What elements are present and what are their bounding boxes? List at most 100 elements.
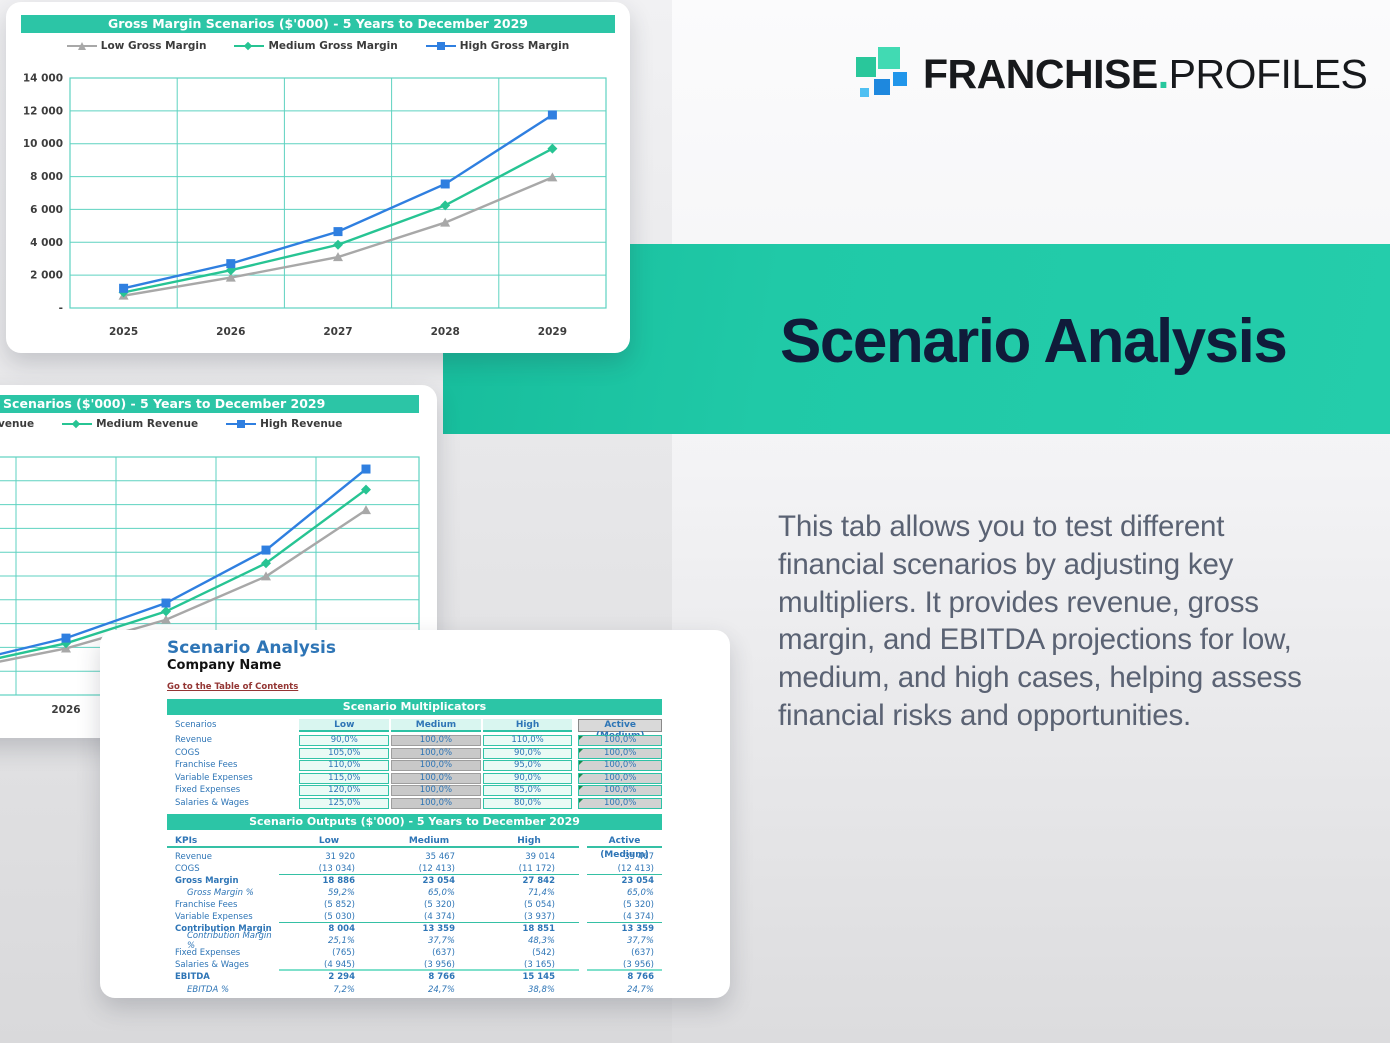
multiplier-cell-low[interactable]: 110,0% <box>299 760 390 771</box>
multiplier-cell-low[interactable]: 115,0% <box>299 772 390 784</box>
output-cell-high: 48,3% <box>527 936 555 947</box>
multiplicator-row: Revenue 90,0% 100,0% 110,0% 100,0% <box>167 735 662 746</box>
legend-label: High Gross Margin <box>459 40 570 52</box>
marker-diamond <box>161 606 171 617</box>
row-label: Fixed Expenses <box>175 785 241 795</box>
marker-triangle <box>440 217 451 227</box>
multiplicator-row: Franchise Fees 110,0% 100,0% 95,0% 100,0% <box>167 760 662 771</box>
marker-triangle <box>361 505 371 515</box>
kpi-label: EBITDA % <box>187 984 230 995</box>
active-multiplier-cell[interactable]: 100,0% <box>578 747 662 759</box>
legend-marker-triangle-icon <box>66 41 97 51</box>
output-row: Gross Margin % 59,2% 65,0% 71,4% 65,0% <box>167 887 662 899</box>
legend-marker-square-icon <box>226 419 257 429</box>
output-values: (765) (637) (542) <box>279 947 579 959</box>
multiplier-cell-high[interactable]: 95,0% <box>482 760 573 771</box>
multiplier-cell-medium[interactable]: 100,0% <box>391 760 481 771</box>
multiplier-cell-high[interactable]: 90,0% <box>482 747 573 759</box>
output-cell-active: 24,7% <box>626 984 654 995</box>
marker-diamond <box>547 143 558 154</box>
table-of-contents-link[interactable]: Go to the Table of Contents <box>167 682 299 692</box>
kpi-label: Franchise Fees <box>175 899 238 910</box>
marker-diamond <box>261 558 271 569</box>
multiplicators-table: Scenarios Low Medium High Active (Medium… <box>167 719 662 809</box>
logo-square-lightblue <box>860 88 869 97</box>
column-header-low: Low <box>299 719 390 732</box>
output-cell-medium: 37,7% <box>427 936 455 947</box>
legend-label: Medium Gross Margin <box>268 40 398 52</box>
multiplier-cell-medium[interactable]: 100,0% <box>391 772 481 784</box>
output-row: Salaries & Wages (4 945) (3 956) (3 165) (3 … <box>167 959 662 971</box>
series-line-diamond <box>123 147 553 294</box>
output-cell-active: 37,7% <box>626 936 654 947</box>
multiplier-cell-high[interactable]: 80,0% <box>482 797 573 809</box>
y-axis-tick-label: 12 000 <box>23 105 63 117</box>
gross-margin-chart-legend: Low Gross Margin Medium Gross Margin High … <box>6 40 630 52</box>
kpi-label: Salaries & Wages <box>175 960 249 971</box>
multiplier-cell-medium[interactable]: 100,0% <box>391 785 481 796</box>
output-cell-active: (5 320) <box>623 899 654 910</box>
column-header-medium: Medium <box>391 719 481 732</box>
multiplier-cell-medium[interactable]: 100,0% <box>391 797 481 809</box>
hero-title: Scenario Analysis <box>780 307 1288 376</box>
output-cell-active: 65,0% <box>626 887 654 898</box>
multiplier-cell-low[interactable]: 90,0% <box>299 735 390 746</box>
y-axis-tick-label: 10 000 <box>23 138 63 150</box>
output-cell-medium: (4 374) <box>424 912 455 923</box>
active-multiplier-cell[interactable]: 100,0% <box>578 772 662 784</box>
multiplier-cell-medium[interactable]: 100,0% <box>391 747 481 759</box>
active-multiplier-cell[interactable]: 100,0% <box>578 760 662 771</box>
output-cell-active: (3 956) <box>587 959 662 971</box>
multiplier-cell-high[interactable]: 90,0% <box>482 772 573 784</box>
multiplicator-row: Fixed Expenses 120,0% 100,0% 85,0% 100,0% <box>167 785 662 796</box>
active-multiplier-cell[interactable]: 100,0% <box>578 785 662 796</box>
legend-item: Low Gross Margin <box>66 40 206 52</box>
output-cell-medium: 24,7% <box>427 984 455 995</box>
output-values: 31 920 35 467 39 014 <box>279 851 579 863</box>
active-multiplier-cell[interactable]: 100,0% <box>578 797 662 809</box>
marker-triangle <box>225 272 236 282</box>
column-header-low: Low <box>318 835 340 846</box>
output-cell-low: 31 920 <box>325 851 355 862</box>
marker-square <box>361 464 371 474</box>
kpi-label: Revenue <box>175 851 213 862</box>
brand-dot: . <box>1157 50 1169 97</box>
marker-triangle <box>333 252 343 262</box>
output-cell-medium: 13 359 <box>422 924 455 935</box>
y-axis-tick-label: 6 000 <box>30 204 63 216</box>
multiplier-cell-high[interactable]: 110,0% <box>482 735 573 746</box>
scenarios-header: Scenarios <box>175 720 217 730</box>
multiplier-cell-low[interactable]: 125,0% <box>299 797 390 809</box>
brand-logo-icon <box>853 43 915 105</box>
output-cell-low: 59,2% <box>327 887 355 898</box>
multiplier-cell-high[interactable]: 85,0% <box>482 785 573 796</box>
output-cell-medium: (12 413) <box>418 863 455 874</box>
active-multiplier-cell[interactable]: 100,0% <box>578 735 662 746</box>
multiplier-cell-low[interactable]: 120,0% <box>299 785 390 796</box>
output-row: Contribution Margin % 25,1% 37,7% 48,3% 37,7… <box>167 931 662 951</box>
output-cell-low: (13 034) <box>318 863 355 874</box>
multiplicator-row: Variable Expenses 115,0% 100,0% 90,0% 100,0% <box>167 772 662 784</box>
legend-marker-square-icon <box>425 41 456 51</box>
multiplicator-row: COGS 105,0% 100,0% 90,0% 100,0% <box>167 747 662 759</box>
plot-border <box>69 77 607 309</box>
multiplier-cell-medium[interactable]: 100,0% <box>391 735 481 746</box>
row-label: Salaries & Wages <box>175 797 249 808</box>
multiplicators-banner: Scenario Multiplicators <box>167 699 662 715</box>
output-row: Franchise Fees (5 852) (5 320) (5 054) (5 32… <box>167 899 662 911</box>
kpi-label: EBITDA <box>175 972 210 983</box>
kpi-label: Gross Margin <box>175 875 239 886</box>
output-values: 7,2% 24,7% 38,8% <box>279 984 579 996</box>
hero-description: This tab allows you to test different fi… <box>778 510 1302 732</box>
background-right-panel <box>672 0 1390 1043</box>
legend-marker-diamond-icon <box>62 419 93 429</box>
row-label: Variable Expenses <box>175 772 253 783</box>
output-cell-low: 7,2% <box>333 984 355 995</box>
output-cell-medium: 23 054 <box>422 875 455 886</box>
multiplier-cell-low[interactable]: 105,0% <box>299 747 390 759</box>
output-cell-low: 2 294 <box>328 972 355 983</box>
brand-name-secondary: PROFILES <box>1168 50 1368 97</box>
output-row: EBITDA % 7,2% 24,7% 38,8% 24,7% <box>167 984 662 996</box>
logo-square-blue <box>874 79 890 95</box>
